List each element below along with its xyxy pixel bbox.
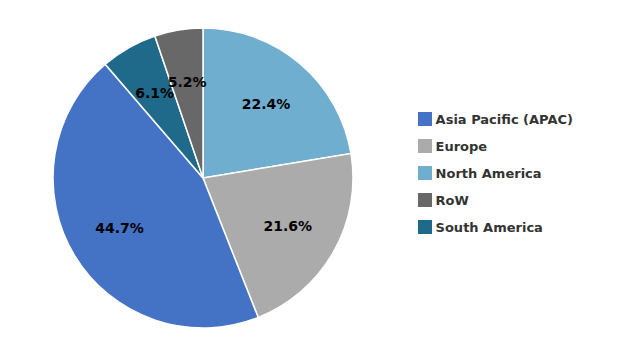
html-text:RoW: RoW — [435, 192, 469, 208]
svg-text:44.7%: 44.7% — [95, 220, 144, 236]
html-text:South America: South America — [435, 219, 543, 235]
html-text:Asia Pacific (APAC): Asia Pacific (APAC) — [435, 111, 573, 127]
html-text:Europe: Europe — [435, 138, 488, 154]
html-text:North America: North America — [435, 165, 542, 181]
svg-text:22.4%: 22.4% — [242, 96, 291, 112]
svg-text:5.2%: 5.2% — [168, 74, 207, 90]
svg-text:21.6%: 21.6% — [264, 218, 313, 234]
svg-text:6.1%: 6.1% — [135, 85, 175, 102]
